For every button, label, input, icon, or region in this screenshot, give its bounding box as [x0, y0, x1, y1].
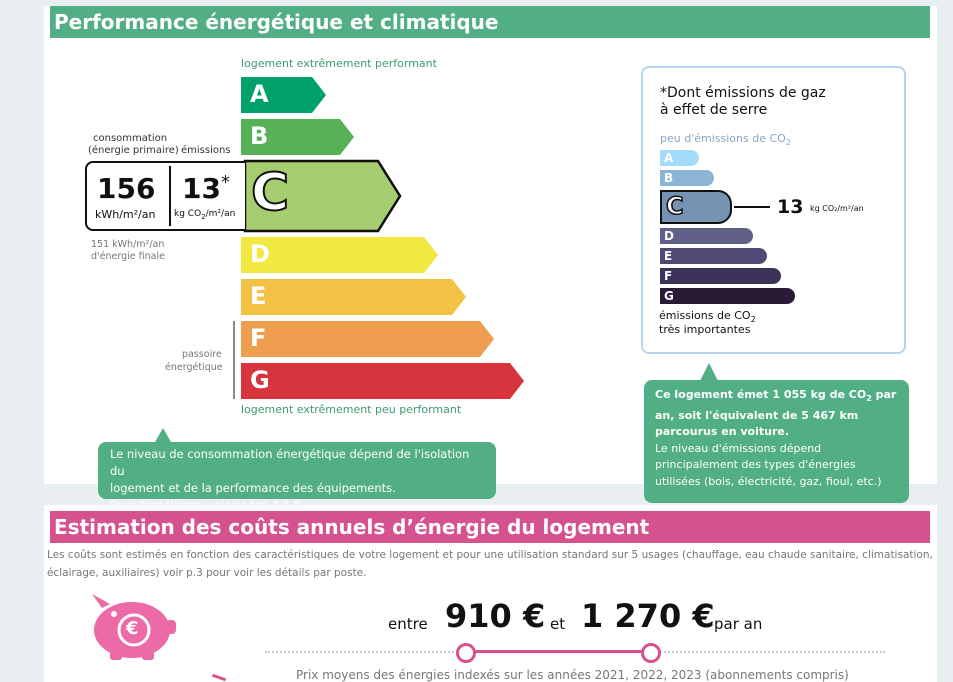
ges-bubble-pointer: [700, 363, 718, 381]
ges-class-bar-g: G: [660, 288, 795, 304]
top-performance-label: logement extrêmement performant: [241, 57, 437, 70]
ges-top-label: peu d'émissions de CO2: [660, 132, 791, 147]
ges-class-bar-e: E: [660, 248, 767, 264]
consumption-unit: kWh/m²/an: [95, 208, 156, 221]
euro-symbol: €: [126, 618, 139, 639]
passoire-label: passoire: [182, 349, 222, 360]
ges-bubble-text-3: utilisées (bois, électricité, gaz, fioul…: [655, 474, 882, 488]
energy-class-bar-c: C: [243, 159, 402, 233]
primary-energy-label: (énergie primaire): [88, 145, 179, 156]
cost-high: 1 270 €: [581, 597, 715, 635]
cost-low: 910 €: [445, 597, 546, 635]
price-note: Prix moyens des énergies indexés sur les…: [296, 668, 849, 682]
ges-bubble-bold-1-sub: 2: [866, 394, 872, 404]
energy-class-bar-b: B: [241, 119, 354, 155]
cost-per-year: par an: [714, 615, 763, 633]
consumption-divider: [169, 166, 171, 226]
ges-bubble-bold-2: an, soit l'équivalent de 5 467 km: [655, 408, 859, 422]
energy-class-letter: D: [250, 240, 270, 268]
emissions-star: *: [220, 172, 230, 193]
costs-description-2: éclairage, auxiliaires) voir p.3 pour vo…: [47, 567, 367, 579]
emissions-label: émissions: [181, 145, 231, 156]
energy-class-bar-e: E: [241, 279, 466, 315]
ges-info-bubble: Ce logement émet 1 055 kg de CO2 par an,…: [644, 380, 909, 503]
energy-bubble-pointer: [155, 428, 171, 442]
energy-class-letter: G: [250, 366, 270, 394]
ges-bubble-text-2: principalement des types d'énergies: [655, 458, 856, 472]
ges-bubble-bold-1: Ce logement émet 1 055 kg de CO2 par: [655, 387, 898, 408]
piggy-bank-icon: €: [80, 588, 180, 664]
bottom-performance-label: logement extrêmement peu performant: [241, 403, 462, 416]
ges-bubble-bold-3: parcourus en voiture.: [655, 425, 790, 439]
ges-bubble-bold-1-post: par: [871, 388, 897, 401]
energy-class-letter: A: [250, 80, 269, 108]
cost-range-high-marker: [641, 643, 661, 663]
consumption-value: 156: [97, 172, 156, 205]
energy-section-title: Performance énergétique et climatique: [50, 6, 930, 38]
cost-between: entre: [388, 615, 428, 633]
ges-value: 13: [777, 196, 804, 218]
ges-top-label-sub: 2: [785, 138, 791, 148]
passoire-label-2: énergétique: [165, 362, 223, 373]
ges-bubble-text-1: Le niveau d'émissions dépend: [655, 441, 822, 455]
final-energy-value: 151 kWh/m²/an: [91, 239, 165, 250]
ges-class-letter: E: [664, 249, 673, 263]
ges-class-letter: C: [665, 191, 684, 221]
ges-class-bar-c: C: [660, 190, 732, 224]
emissions-unit-pre: kg CO: [174, 209, 202, 219]
cost-range-line: [465, 650, 651, 653]
energy-class-letter: C: [250, 162, 290, 224]
emissions-unit: kg CO2/m²/an: [174, 209, 235, 221]
energy-class-bar-a: A: [241, 77, 326, 113]
consumption-label: consommation: [93, 133, 168, 144]
emissions-value: 13*: [182, 172, 230, 205]
energy-info-bubble: Le niveau de consommation énergétique dé…: [98, 442, 496, 512]
ges-bottom-label-text: émissions de CO: [659, 309, 751, 322]
ges-top-label-text: peu d'émissions de CO: [660, 132, 786, 145]
energy-class-letter: F: [250, 324, 267, 352]
ges-class-letter: F: [664, 269, 673, 283]
consumption-box: [85, 161, 245, 231]
energy-bubble-line-2: logement et de la performance des équipe…: [110, 481, 396, 495]
ges-bottom-label: émissions de CO2: [659, 309, 756, 324]
final-energy-label: d'énergie finale: [91, 251, 165, 262]
ges-box: [641, 66, 906, 354]
ges-class-bar-d: D: [660, 228, 753, 244]
ges-bottom-label-2: très importantes: [659, 323, 751, 336]
emissions-unit-sub: 2: [201, 212, 206, 221]
ges-class-bar-f: F: [660, 268, 781, 284]
costs-section-title: Estimation des coûts annuels d’énergie d…: [50, 511, 930, 543]
energy-class-letter: B: [250, 122, 269, 150]
cost-range-low-marker: [456, 643, 476, 663]
ges-pointer-line: [734, 206, 770, 208]
energy-class-bar-f: F: [241, 321, 494, 357]
cost-and: et: [550, 615, 566, 633]
costs-description-1: Les coûts sont estimés en fonction des c…: [47, 549, 933, 561]
ges-class-bar-b: B: [660, 170, 714, 186]
ges-class-letter: D: [664, 229, 674, 243]
ges-bubble-bold-1-pre: Ce logement émet 1 055 kg de CO: [655, 388, 867, 401]
energy-class-bar-d: D: [241, 237, 438, 273]
emissions-unit-post: /m²/an: [205, 209, 236, 219]
ges-class-letter: A: [664, 151, 674, 165]
ges-class-bar-a: A: [660, 150, 699, 166]
energy-class-bar-g: G: [241, 363, 524, 399]
energy-class-letter: E: [250, 282, 267, 310]
ges-class-letter: B: [664, 171, 674, 185]
ges-title-1: *Dont émissions de gaz: [660, 85, 826, 101]
ges-class-letter: G: [664, 289, 674, 303]
emissions-number: 13: [182, 172, 221, 205]
ges-bottom-label-sub: 2: [750, 315, 756, 325]
ges-title-2: à effet de serre: [660, 102, 768, 118]
energy-bubble-line-1: Le niveau de consommation énergétique dé…: [110, 447, 470, 478]
ges-unit: kg CO₂/m²/an: [810, 204, 864, 213]
passoire-bracket: [233, 321, 235, 399]
